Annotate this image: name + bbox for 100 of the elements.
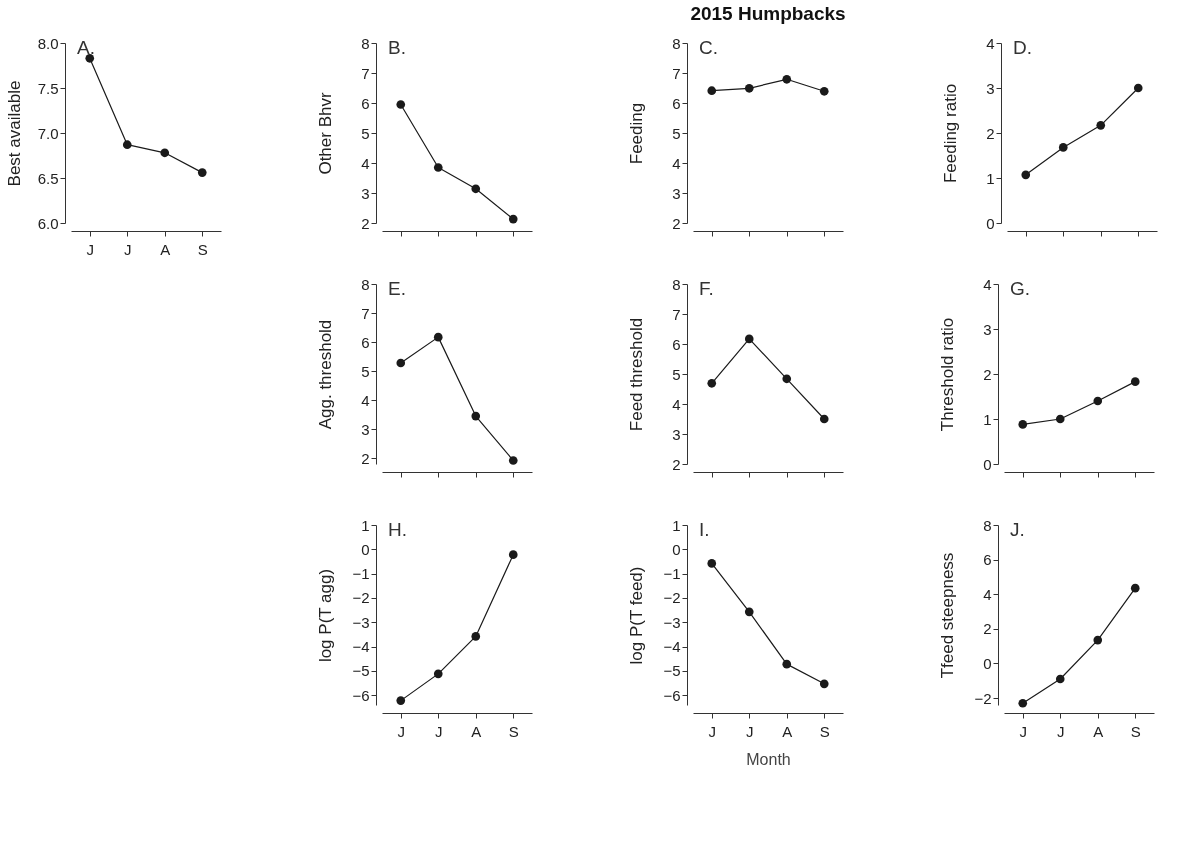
y-axis-title: Other Bhvr [315, 92, 335, 175]
x-tick-label: S [1130, 722, 1141, 740]
y-tick-label: 2 [983, 620, 992, 638]
y-tick-label: 1 [361, 516, 370, 534]
y-tick-label: 8.0 [37, 34, 59, 52]
y-tick-label: 5 [672, 124, 681, 142]
y-tick-label: 8 [983, 516, 992, 534]
y-tick-label: 6.5 [37, 169, 59, 187]
point [819, 414, 829, 424]
point [1093, 635, 1103, 645]
y-tick-label: 2 [361, 449, 370, 467]
y-tick-label: −6 [352, 686, 370, 704]
point [1055, 414, 1065, 424]
y-tick-label: 6 [672, 335, 681, 353]
y-tick-label: 6 [983, 551, 992, 569]
x-tick-label: J [397, 722, 405, 740]
point [433, 163, 443, 172]
y-tick-label: 0 [361, 540, 370, 558]
point [707, 378, 717, 388]
x-tick-label: J [435, 722, 443, 740]
y-tick-label: 7 [672, 64, 681, 82]
point [396, 696, 406, 705]
x-tick-label: A [471, 722, 482, 740]
point [433, 669, 443, 679]
x-tick-label: J [708, 722, 716, 740]
point [471, 411, 481, 421]
y-tick-label: 3 [361, 420, 370, 438]
point [782, 659, 792, 669]
y-axis-title: Threshold ratio [937, 317, 957, 432]
point [744, 607, 754, 617]
y-tick-label: −2 [974, 689, 992, 707]
annotation: H. [388, 519, 407, 540]
point [433, 332, 443, 342]
y-tick-label: 6 [361, 333, 370, 351]
y-tick-label: 1 [983, 410, 992, 428]
y-tick-label: 2 [361, 214, 370, 232]
point [85, 53, 95, 63]
y-tick-label: 3 [983, 320, 992, 338]
x-tick-label: S [819, 722, 830, 740]
annotation: J. [1010, 519, 1025, 540]
y-tick-label: −1 [352, 565, 370, 583]
y-tick-label: 1 [986, 169, 995, 187]
point [1055, 674, 1065, 684]
point [707, 559, 717, 568]
x-axis-title: Month [746, 750, 791, 768]
y-tick-label: 5 [361, 124, 370, 142]
y-tick-label: 4 [361, 154, 370, 172]
y-tick-label: 2 [672, 214, 681, 232]
y-tick-label: 8 [361, 275, 370, 293]
y-tick-label: 4 [361, 391, 370, 409]
y-tick-label: 3 [986, 79, 995, 97]
x-tick-label: J [746, 722, 754, 740]
y-tick-label: 3 [672, 425, 681, 443]
point [396, 100, 406, 109]
y-tick-label: 5 [672, 365, 681, 383]
point [707, 86, 717, 96]
point [744, 334, 754, 344]
point [1018, 420, 1028, 429]
y-axis-title: Feed threshold [626, 317, 646, 432]
x-tick-label: A [160, 240, 171, 258]
annotation: A. [77, 37, 95, 58]
y-axis-title: log P(T agg) [315, 568, 335, 663]
y-tick-label: −2 [352, 589, 370, 607]
point [1130, 377, 1140, 386]
y-tick-label: −3 [352, 613, 370, 631]
y-tick-label: −3 [663, 613, 681, 631]
point [782, 74, 792, 84]
y-tick-label: −4 [352, 638, 370, 656]
point [508, 550, 518, 559]
x-tick-label: S [508, 722, 519, 740]
y-tick-label: 2 [672, 455, 681, 473]
y-axis-title: Agg. threshold [315, 319, 335, 430]
y-axis-title: Tfeed steepness [937, 552, 957, 679]
point [782, 374, 792, 384]
y-tick-label: 7 [672, 305, 681, 323]
point [471, 184, 481, 194]
annotation: E. [388, 278, 406, 299]
y-tick-label: 6 [672, 94, 681, 112]
y-tick-label: 7.5 [37, 79, 59, 97]
y-tick-label: 2 [983, 365, 992, 383]
y-tick-label: 8 [361, 34, 370, 52]
y-axis-title: log P(T feed) [626, 566, 646, 665]
x-tick-label: A [782, 722, 793, 740]
point [1058, 143, 1068, 152]
y-tick-label: 2 [986, 124, 995, 142]
annotation: G. [1010, 278, 1031, 299]
point [819, 679, 829, 689]
annotation: I. [699, 519, 710, 540]
point [197, 168, 207, 177]
y-tick-label: 8 [672, 34, 681, 52]
y-tick-label: 4 [986, 34, 995, 52]
y-tick-label: 3 [672, 184, 681, 202]
y-tick-label: −2 [663, 589, 681, 607]
y-tick-label: 6.0 [37, 214, 59, 232]
y-tick-label: 1 [672, 516, 681, 534]
point [744, 83, 754, 93]
annotation: C. [699, 37, 718, 58]
point [471, 632, 481, 641]
point [1093, 396, 1103, 406]
chart-title: 2015 Humpbacks [690, 3, 846, 24]
